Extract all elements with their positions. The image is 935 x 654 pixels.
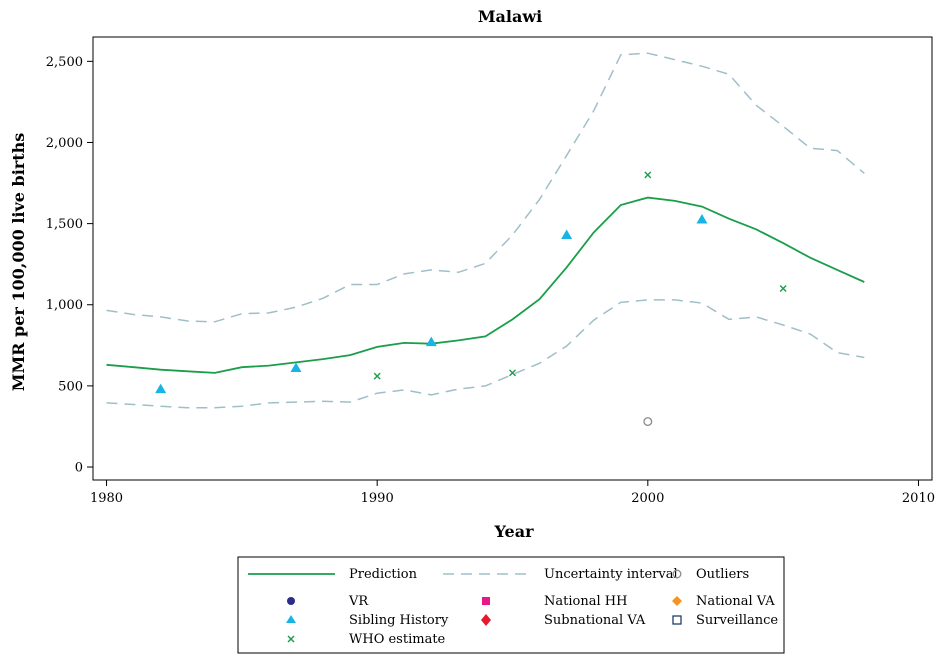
y-axis-label: MMR per 100,000 live births xyxy=(9,133,28,392)
legend-national-hh-label: National HH xyxy=(544,594,627,609)
who-estimate-point xyxy=(373,372,381,380)
plot-frame xyxy=(92,36,933,481)
legend-vr-marker xyxy=(287,597,295,605)
y-tick-label: 0 xyxy=(75,461,83,476)
who-estimate-point xyxy=(509,369,516,377)
legend-surveillance-marker xyxy=(672,615,682,625)
legend-sibling-marker xyxy=(286,615,296,623)
legend-who-label: WHO estimate xyxy=(349,632,446,647)
y-tick-label: 2,500 xyxy=(46,55,83,70)
uncertainty-lower-line xyxy=(106,299,865,409)
legend-surveillance-label: Surveillance xyxy=(696,613,778,628)
outlier-point xyxy=(643,417,653,427)
legend-national-va-marker xyxy=(672,596,682,606)
sibling-history-point xyxy=(155,383,167,394)
sibling-history-point xyxy=(561,229,573,239)
y-tick-label: 1,000 xyxy=(46,298,83,313)
legend: Prediction Uncertainty interval Outliers… xyxy=(237,556,785,654)
sibling-history-point xyxy=(696,214,708,224)
x-tick-label: 1980 xyxy=(90,491,123,506)
legend-uncertainty-label: Uncertainty interval xyxy=(544,567,678,582)
who-estimate-point xyxy=(644,171,652,179)
legend-box xyxy=(237,556,785,654)
x-tick-label: 2000 xyxy=(631,491,664,506)
legend-prediction-label: Prediction xyxy=(349,567,418,582)
who-estimate-point xyxy=(779,285,787,293)
uncertainty-upper-line xyxy=(106,52,865,323)
legend-sibling-label: Sibling History xyxy=(349,613,449,628)
y-tick-label: 500 xyxy=(58,379,83,394)
legend-national-hh-marker xyxy=(482,597,490,605)
y-tick-label: 2,000 xyxy=(46,136,83,151)
legend-outliers-marker xyxy=(672,569,682,579)
legend-subnational-va-label: Subnational VA xyxy=(544,613,646,628)
legend-who-marker xyxy=(287,635,295,643)
chart-title: Malawi xyxy=(478,7,542,26)
y-tick-label: 1,500 xyxy=(46,217,83,232)
sibling-history-point xyxy=(425,336,437,347)
x-axis-label: Year xyxy=(493,522,534,541)
legend-subnational-va-marker xyxy=(481,614,491,626)
legend-vr-label: VR xyxy=(348,594,369,609)
sibling-history-point xyxy=(290,362,302,373)
prediction-line xyxy=(106,196,865,374)
legend-national-va-label: National VA xyxy=(696,594,775,609)
x-tick-label: 1990 xyxy=(361,491,394,506)
plot-area: 0 500 1,000 1,500 2,000 2,500 1980 1990 2000 2010 xyxy=(46,36,935,506)
x-tick-label: 2010 xyxy=(902,491,935,506)
legend-outliers-label: Outliers xyxy=(696,567,749,582)
